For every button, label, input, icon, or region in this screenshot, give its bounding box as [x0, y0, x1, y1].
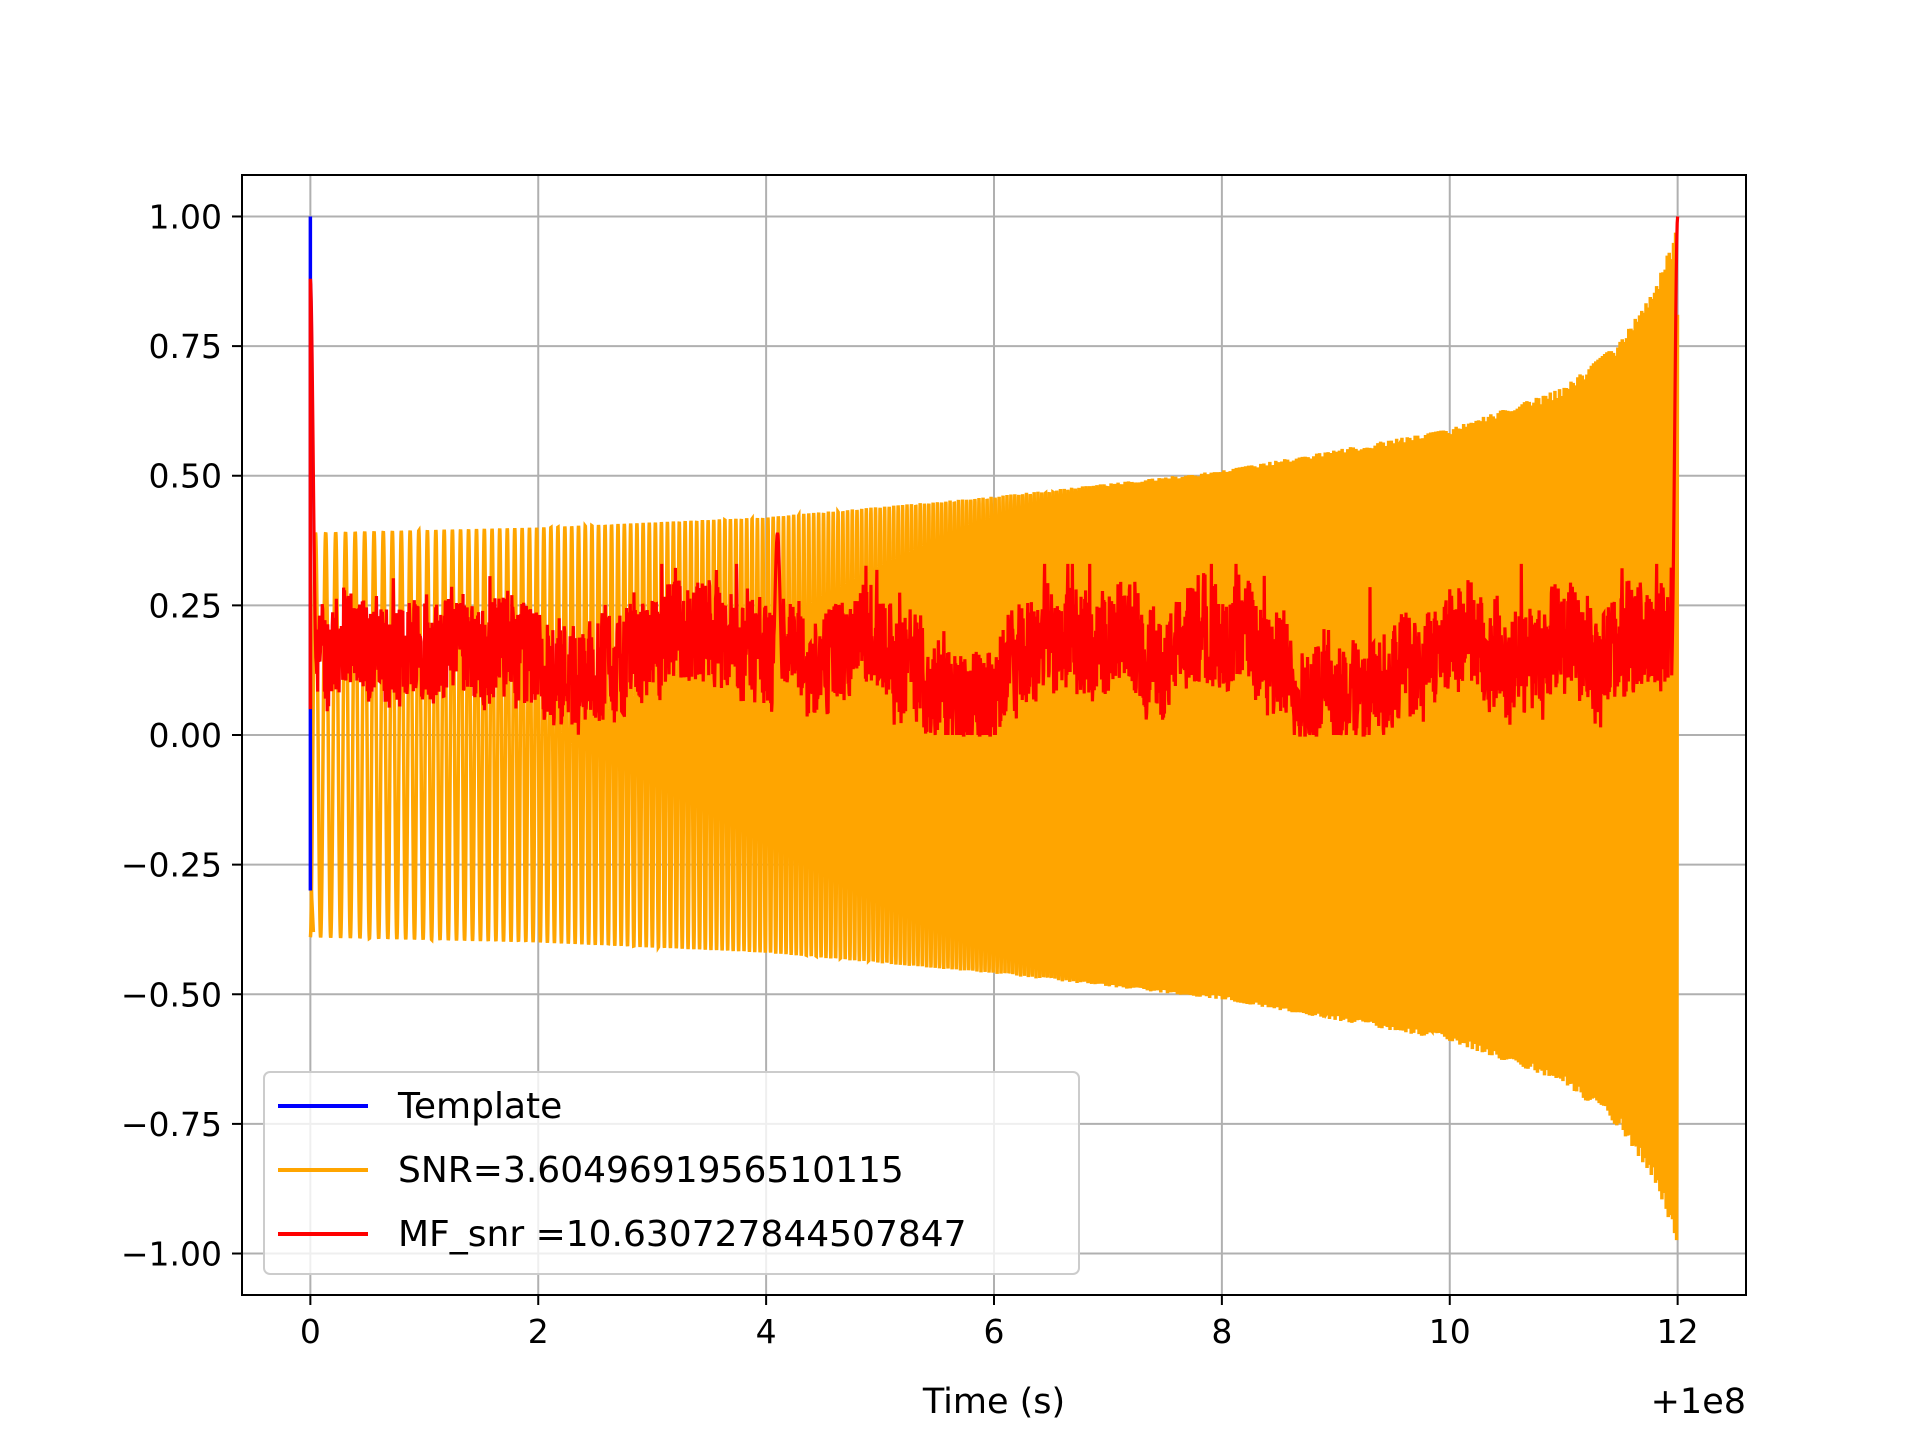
y-tick-label: −1.00 — [121, 1235, 222, 1274]
legend-label-template: Template — [397, 1086, 562, 1127]
x-tick-label: 2 — [528, 1312, 549, 1351]
x-tick-label: 10 — [1429, 1312, 1471, 1351]
x-tick-label: 0 — [300, 1312, 321, 1351]
y-tick-label: −0.25 — [121, 846, 222, 885]
y-tick-label: −0.50 — [121, 975, 222, 1014]
y-tick-label: 0.00 — [149, 716, 222, 755]
series-mf-snr-line — [308, 216, 1680, 737]
y-tick-label: 1.00 — [149, 197, 222, 236]
y-tick-label: 0.50 — [149, 457, 222, 496]
legend: Template SNR=3.6049691956510115 MF_snr =… — [263, 1071, 1080, 1275]
x-offset-label: +1e8 — [1651, 1382, 1746, 1422]
y-tick-label: 0.75 — [149, 327, 222, 366]
plot-area — [308, 216, 1680, 1241]
y-axis: 1.00 0.75 0.50 0.25 0.00 −0.25 −0.50 −0.75 −1.00 — [121, 197, 242, 1274]
series-snr-start — [309, 890, 316, 933]
legend-frame — [263, 1071, 1080, 1275]
x-axis-label: Time (s) — [922, 1382, 1065, 1422]
x-tick-label: 8 — [1211, 1312, 1232, 1351]
x-tick-label: 4 — [756, 1312, 777, 1351]
x-tick-label: 12 — [1657, 1312, 1699, 1351]
x-tick-label: 6 — [984, 1312, 1005, 1351]
legend-label-mf-snr: MF_snr =10.630727844507847 — [398, 1214, 967, 1255]
x-axis: 0 2 4 6 8 10 12 — [300, 1295, 1699, 1351]
legend-label-snr: SNR=3.6049691956510115 — [398, 1150, 904, 1191]
y-tick-label: 0.25 — [149, 586, 222, 625]
y-tick-label: −0.75 — [121, 1105, 222, 1144]
